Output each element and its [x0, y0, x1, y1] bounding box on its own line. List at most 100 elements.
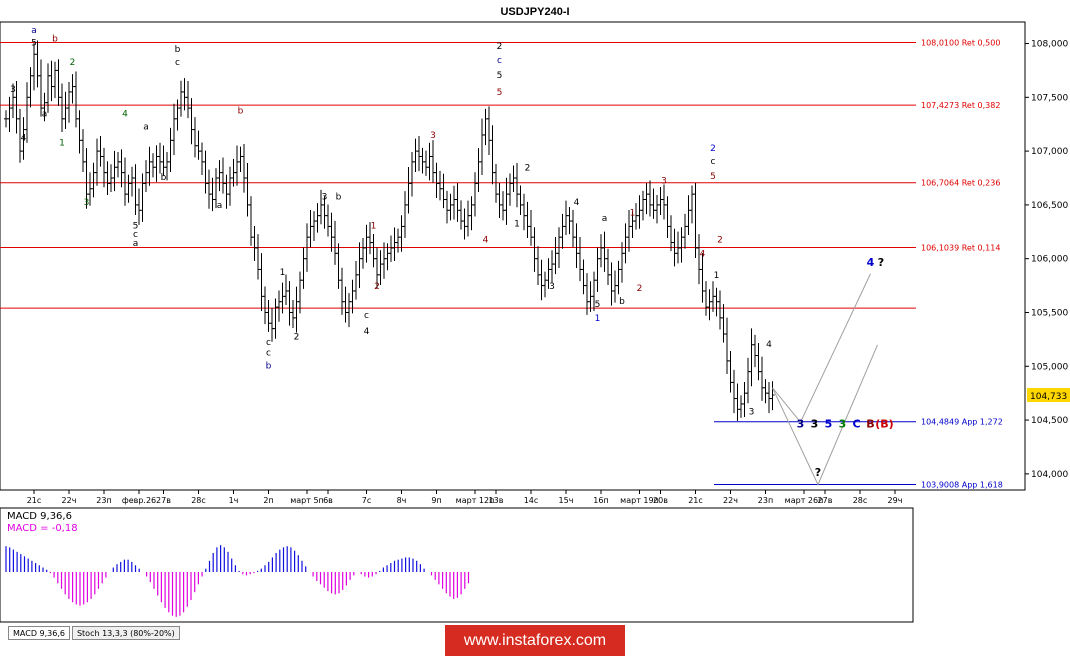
- wave-label: 1: [280, 268, 286, 278]
- x-tick-label: 28с: [191, 496, 206, 505]
- x-tick-label: 27в: [156, 496, 171, 505]
- wave-label: 4: [483, 236, 489, 246]
- wave-label: 4: [364, 327, 370, 337]
- x-tick-label: 14с: [524, 496, 539, 505]
- level-label: 106,7064 Ret 0,236: [921, 179, 1000, 188]
- wave-label: 5: [133, 222, 139, 232]
- wave-label: 4: [574, 198, 580, 208]
- y-tick-label: 105,500: [1031, 308, 1068, 318]
- wave-label: c: [175, 58, 180, 68]
- projection-line: [772, 273, 871, 424]
- level-label: 104,4849 App 1,272: [921, 418, 1003, 427]
- wave-label: b: [336, 193, 342, 203]
- wave-label: b: [238, 106, 244, 116]
- wave-label: c: [497, 56, 502, 66]
- wave-label: 4: [122, 110, 128, 120]
- x-tick-label: 9п: [431, 496, 441, 505]
- current-price-box: [1027, 388, 1070, 403]
- x-tick-label: 16п: [593, 496, 608, 505]
- wave-label: b: [52, 34, 58, 44]
- wave-label: 2: [294, 332, 300, 342]
- wave-label: 5: [31, 39, 37, 49]
- macd-title: MACD 9,36,6: [7, 511, 72, 522]
- wave-label: 5: [497, 88, 503, 98]
- wave-label: 5: [710, 172, 716, 182]
- price-bar: [770, 381, 775, 411]
- wave-label: 5: [595, 300, 601, 310]
- wave-label: 2: [497, 42, 503, 52]
- current-price-label: 104,733: [1030, 392, 1067, 402]
- projection-label: 5: [825, 418, 833, 431]
- wave-label: 1: [59, 139, 65, 149]
- wave-label: 2: [70, 58, 76, 68]
- projection-label: 4: [867, 256, 875, 269]
- projection-label: (B): [875, 418, 893, 431]
- x-tick-label: 15ч: [559, 496, 574, 505]
- x-tick-label: 29ч: [888, 496, 903, 505]
- wave-label: b: [619, 297, 625, 307]
- wave-label: 2: [717, 236, 723, 246]
- wave-label: 3: [322, 193, 328, 203]
- projection-label: C: [852, 418, 860, 431]
- macd-value: MACD = -0,18: [7, 523, 78, 534]
- x-tick-label: 22ч: [62, 496, 77, 505]
- x-tick-label: 13в: [489, 496, 504, 505]
- projection-label: ?: [815, 466, 821, 479]
- wave-label: c: [266, 349, 271, 359]
- level-label: 108,0100 Ret 0,500: [921, 38, 1000, 47]
- wave-label: c: [364, 311, 369, 321]
- y-tick-label: 105,000: [1031, 362, 1068, 372]
- projection-label: ?: [878, 256, 884, 269]
- tab-stoch[interactable]: Stoch 13,3,3 (80%-20%): [71, 626, 180, 640]
- wave-label: c: [711, 157, 716, 167]
- wave-label: 3: [549, 282, 555, 292]
- wave-label: 3: [749, 408, 755, 418]
- x-tick-label: 23п: [758, 496, 773, 505]
- watermark: www.instaforex.com: [445, 625, 625, 656]
- wave-label: 3: [84, 198, 90, 208]
- price-plot-area: [0, 21, 1026, 491]
- x-tick-label: 21с: [688, 496, 703, 505]
- wave-label: b: [175, 45, 181, 55]
- level-label: 103,9008 App 1,618: [921, 481, 1003, 490]
- level-label: 107,4273 Ret 0,382: [921, 101, 1000, 110]
- x-tick-label: 27в: [818, 496, 833, 505]
- x-tick-label: 1ч: [229, 496, 239, 505]
- tab-macd[interactable]: MACD 9,36,6: [8, 626, 70, 640]
- y-tick-label: 107,000: [1031, 147, 1068, 157]
- x-tick-label: 28с: [853, 496, 868, 505]
- wave-label: 3: [661, 176, 667, 186]
- wave-label: 1: [714, 271, 720, 281]
- x-tick-label: март 5п: [290, 496, 324, 505]
- wave-label: a: [143, 123, 149, 133]
- x-tick-label: 21с: [27, 496, 42, 505]
- level-label: 106,1039 Ret 0,114: [921, 244, 1000, 253]
- wave-label: 1: [514, 219, 520, 229]
- projection-label: 3: [839, 418, 847, 431]
- wave-label: 2: [637, 284, 643, 294]
- wave-label: 4: [21, 133, 27, 143]
- wave-label: 2: [525, 163, 531, 173]
- wave-label: 4: [700, 250, 706, 260]
- y-tick-label: 107,500: [1031, 93, 1068, 103]
- projection-label: B: [866, 418, 874, 431]
- wave-label: 3: [430, 131, 436, 141]
- x-tick-label: февр.26: [122, 496, 156, 505]
- x-tick-label: 20в: [653, 496, 668, 505]
- wave-label: a: [42, 110, 48, 120]
- wave-label: b: [161, 173, 167, 183]
- wave-label: a: [602, 214, 608, 224]
- x-tick-label: 6в: [323, 496, 333, 505]
- x-tick-label: март 26п: [785, 496, 824, 505]
- projection-line: [772, 344, 878, 486]
- chart-title: USDJPY240-I: [500, 6, 569, 18]
- wave-label: 3: [10, 85, 16, 95]
- wave-label: 2: [374, 282, 380, 292]
- wave-label: 4: [766, 340, 772, 350]
- wave-label: a: [133, 239, 139, 249]
- x-tick-label: 22ч: [723, 496, 738, 505]
- x-tick-label: март 19п: [620, 496, 659, 505]
- wave-label: c: [266, 338, 271, 348]
- y-tick-label: 104,500: [1031, 416, 1068, 426]
